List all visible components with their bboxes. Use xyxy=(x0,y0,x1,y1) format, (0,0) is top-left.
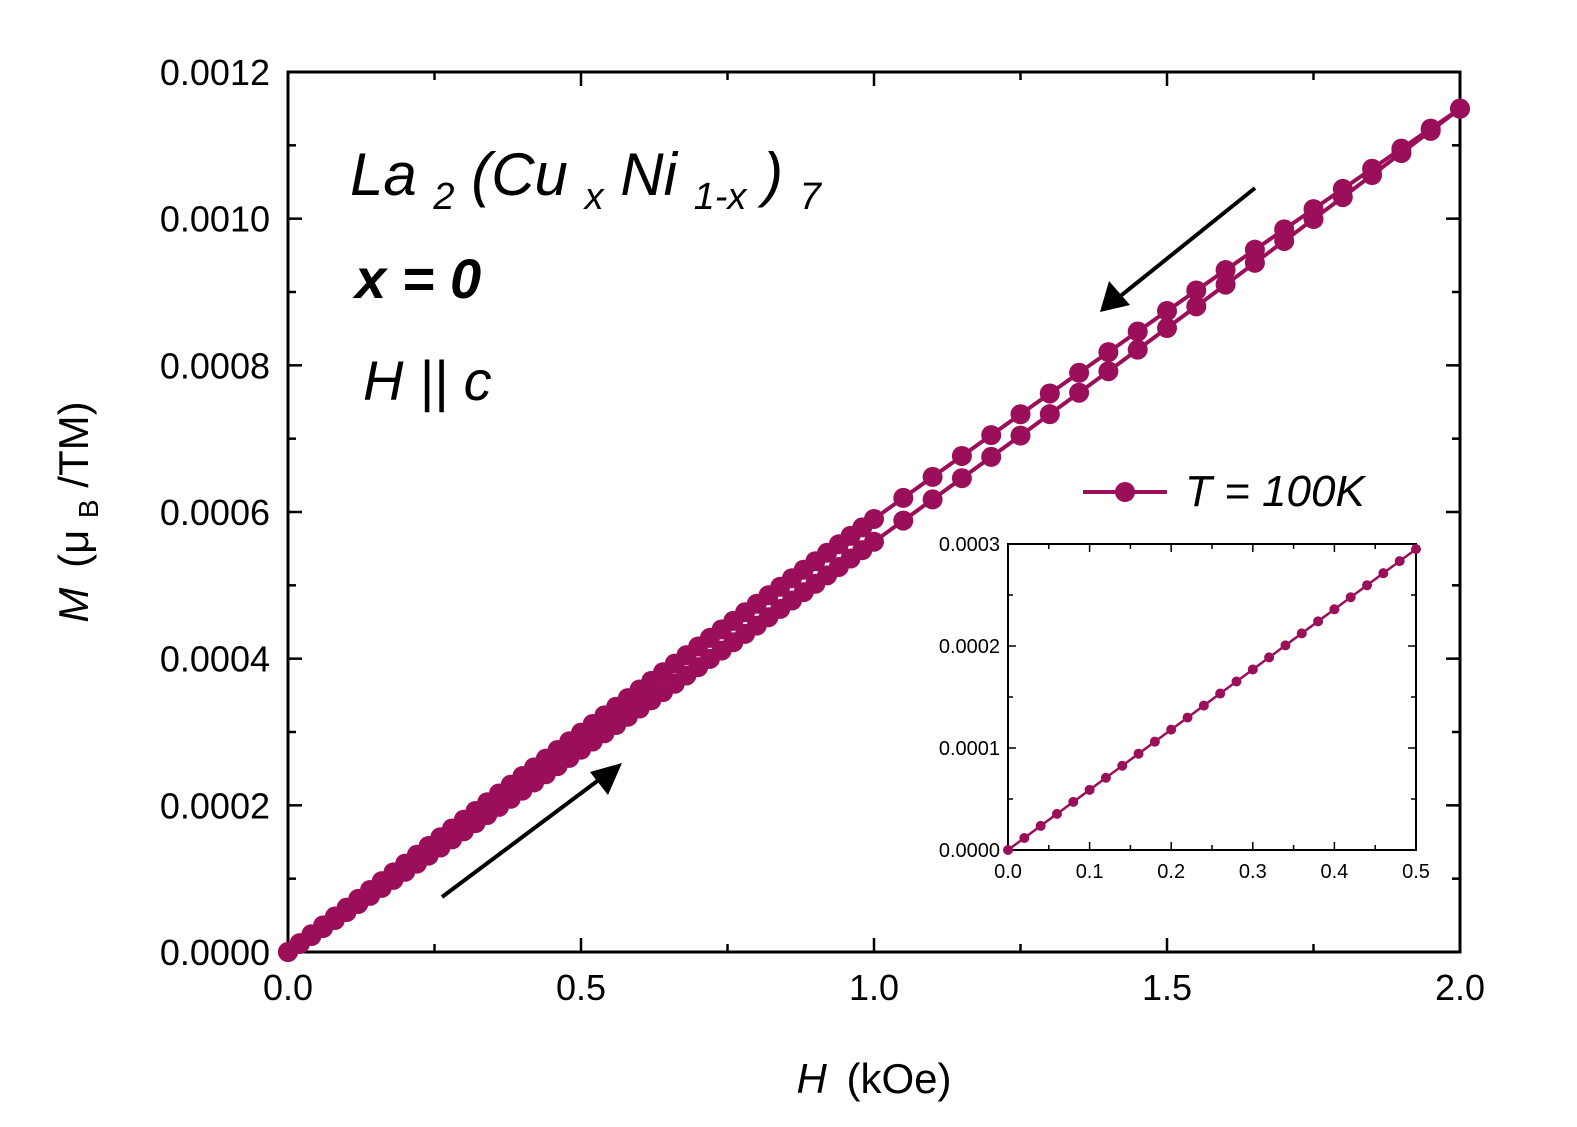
inset-data-point xyxy=(1231,676,1242,687)
inset-data-point xyxy=(1247,664,1258,675)
x-tick-label: 1.0 xyxy=(849,967,899,1008)
data-point xyxy=(1157,300,1177,321)
x-tick-label: 2.0 xyxy=(1435,967,1485,1008)
data-point xyxy=(864,531,884,552)
data-point xyxy=(922,489,943,510)
inset-data-point xyxy=(1068,796,1079,807)
data-point xyxy=(951,468,972,489)
inset-data-series xyxy=(1003,544,1421,855)
data-point xyxy=(1244,239,1265,260)
data-point xyxy=(1215,274,1236,295)
x-tick-label: 0.3 xyxy=(1239,861,1267,883)
x-tick-label: 0.2 xyxy=(1157,861,1185,883)
inset-data-point xyxy=(1345,592,1356,603)
data-point xyxy=(922,466,943,487)
main-data-series xyxy=(278,98,1470,962)
x-tick-label: 0.4 xyxy=(1320,861,1348,883)
inset-data-point xyxy=(1296,628,1307,639)
x-tick-label: 0.5 xyxy=(556,967,606,1008)
inset-data-point xyxy=(1329,604,1340,615)
inset-data-point xyxy=(1313,616,1324,627)
data-point xyxy=(981,446,1002,467)
data-point xyxy=(1362,158,1383,179)
y-tick-label: 0.0004 xyxy=(160,639,270,680)
field-direction-label: H || c xyxy=(363,349,492,413)
inset-data-point xyxy=(1133,748,1144,759)
inset-data-point xyxy=(1394,556,1405,567)
data-point xyxy=(1391,138,1412,159)
y-tick-label: 0.0000 xyxy=(939,840,1000,862)
inset-data-point xyxy=(1035,820,1046,831)
inset-data-point xyxy=(1378,568,1389,579)
y-tick-label: 0.0006 xyxy=(160,492,270,533)
inset-data-point xyxy=(1198,700,1209,711)
data-point xyxy=(893,487,914,508)
data-point xyxy=(1450,98,1470,119)
inset-data-point xyxy=(1117,760,1128,771)
inset-data-point xyxy=(1362,580,1373,591)
legend-label: T = 100K xyxy=(1185,467,1366,516)
data-point xyxy=(1069,362,1090,383)
data-point xyxy=(1098,342,1119,363)
inset-data-point xyxy=(1264,652,1275,663)
data-point xyxy=(864,508,884,529)
data-point xyxy=(1215,260,1236,281)
legend: T = 100K xyxy=(1083,467,1366,516)
inset-data-point xyxy=(1084,784,1095,795)
data-point xyxy=(981,425,1002,446)
inset-data-point xyxy=(1003,845,1013,855)
compound-formula: La 2 (Cu x Ni 1-x ) 7 xyxy=(350,141,823,222)
data-point xyxy=(1127,339,1148,360)
inset-data-point xyxy=(1411,544,1421,555)
x-tick-label: 0.0 xyxy=(994,861,1022,883)
inset-data-point xyxy=(1149,736,1160,747)
y-axis-title: M (μ B /TM) xyxy=(50,401,107,622)
data-point xyxy=(951,445,972,466)
inset-axis-ticks: 0.0 0.1 0.2 0.3 0.4 0.5 0.0000 0.0001 0.0002 0.00… xyxy=(939,534,1430,883)
inset-data-point xyxy=(1100,772,1111,783)
y-tick-label: 0.0008 xyxy=(160,345,270,386)
x-tick-label: 0.0 xyxy=(263,967,313,1008)
data-point xyxy=(1274,219,1295,240)
data-point xyxy=(1039,383,1060,404)
legend-marker xyxy=(1115,482,1135,502)
data-point xyxy=(1098,361,1119,382)
arrow-down-icon xyxy=(1100,186,1257,312)
inset-data-point xyxy=(1166,724,1177,735)
data-point xyxy=(1186,296,1207,317)
x-tick-label: 0.1 xyxy=(1076,861,1104,883)
data-point xyxy=(1303,199,1324,220)
data-point xyxy=(1039,404,1060,425)
data-point xyxy=(1010,404,1031,425)
inset-data-point xyxy=(1280,640,1291,651)
x-axis-title: H (kOe) xyxy=(796,1055,951,1102)
data-point xyxy=(1010,425,1031,446)
y-tick-label: 0.0000 xyxy=(160,932,270,973)
data-point xyxy=(1069,382,1090,403)
y-tick-label: 0.0002 xyxy=(160,785,270,826)
y-tick-label: 0.0003 xyxy=(939,534,1000,556)
y-tick-label: 0.0012 xyxy=(160,52,270,93)
composition-label: x = 0 xyxy=(352,247,481,310)
data-point xyxy=(1127,321,1148,342)
y-tick-label: 0.0002 xyxy=(939,636,1000,658)
inset-data-point xyxy=(1182,712,1193,723)
arrow-up-icon xyxy=(440,763,622,899)
data-point xyxy=(1186,280,1207,301)
data-point xyxy=(1420,118,1441,139)
data-point xyxy=(893,510,914,531)
x-tick-label: 0.5 xyxy=(1402,861,1430,883)
main-axis-ticks: 0.0 0.5 1.0 1.5 2.0 0.0000 0.0002 0.0004 0.0006 0… xyxy=(160,52,1485,1008)
inset-data-point xyxy=(1051,808,1062,819)
y-tick-label: 0.0010 xyxy=(160,199,270,240)
data-point xyxy=(1332,178,1353,199)
data-point xyxy=(1157,318,1177,339)
inset-data-point xyxy=(1019,832,1030,843)
inset-data-point xyxy=(1215,688,1226,699)
x-tick-label: 1.5 xyxy=(1142,967,1192,1008)
y-tick-label: 0.0001 xyxy=(939,738,1000,760)
